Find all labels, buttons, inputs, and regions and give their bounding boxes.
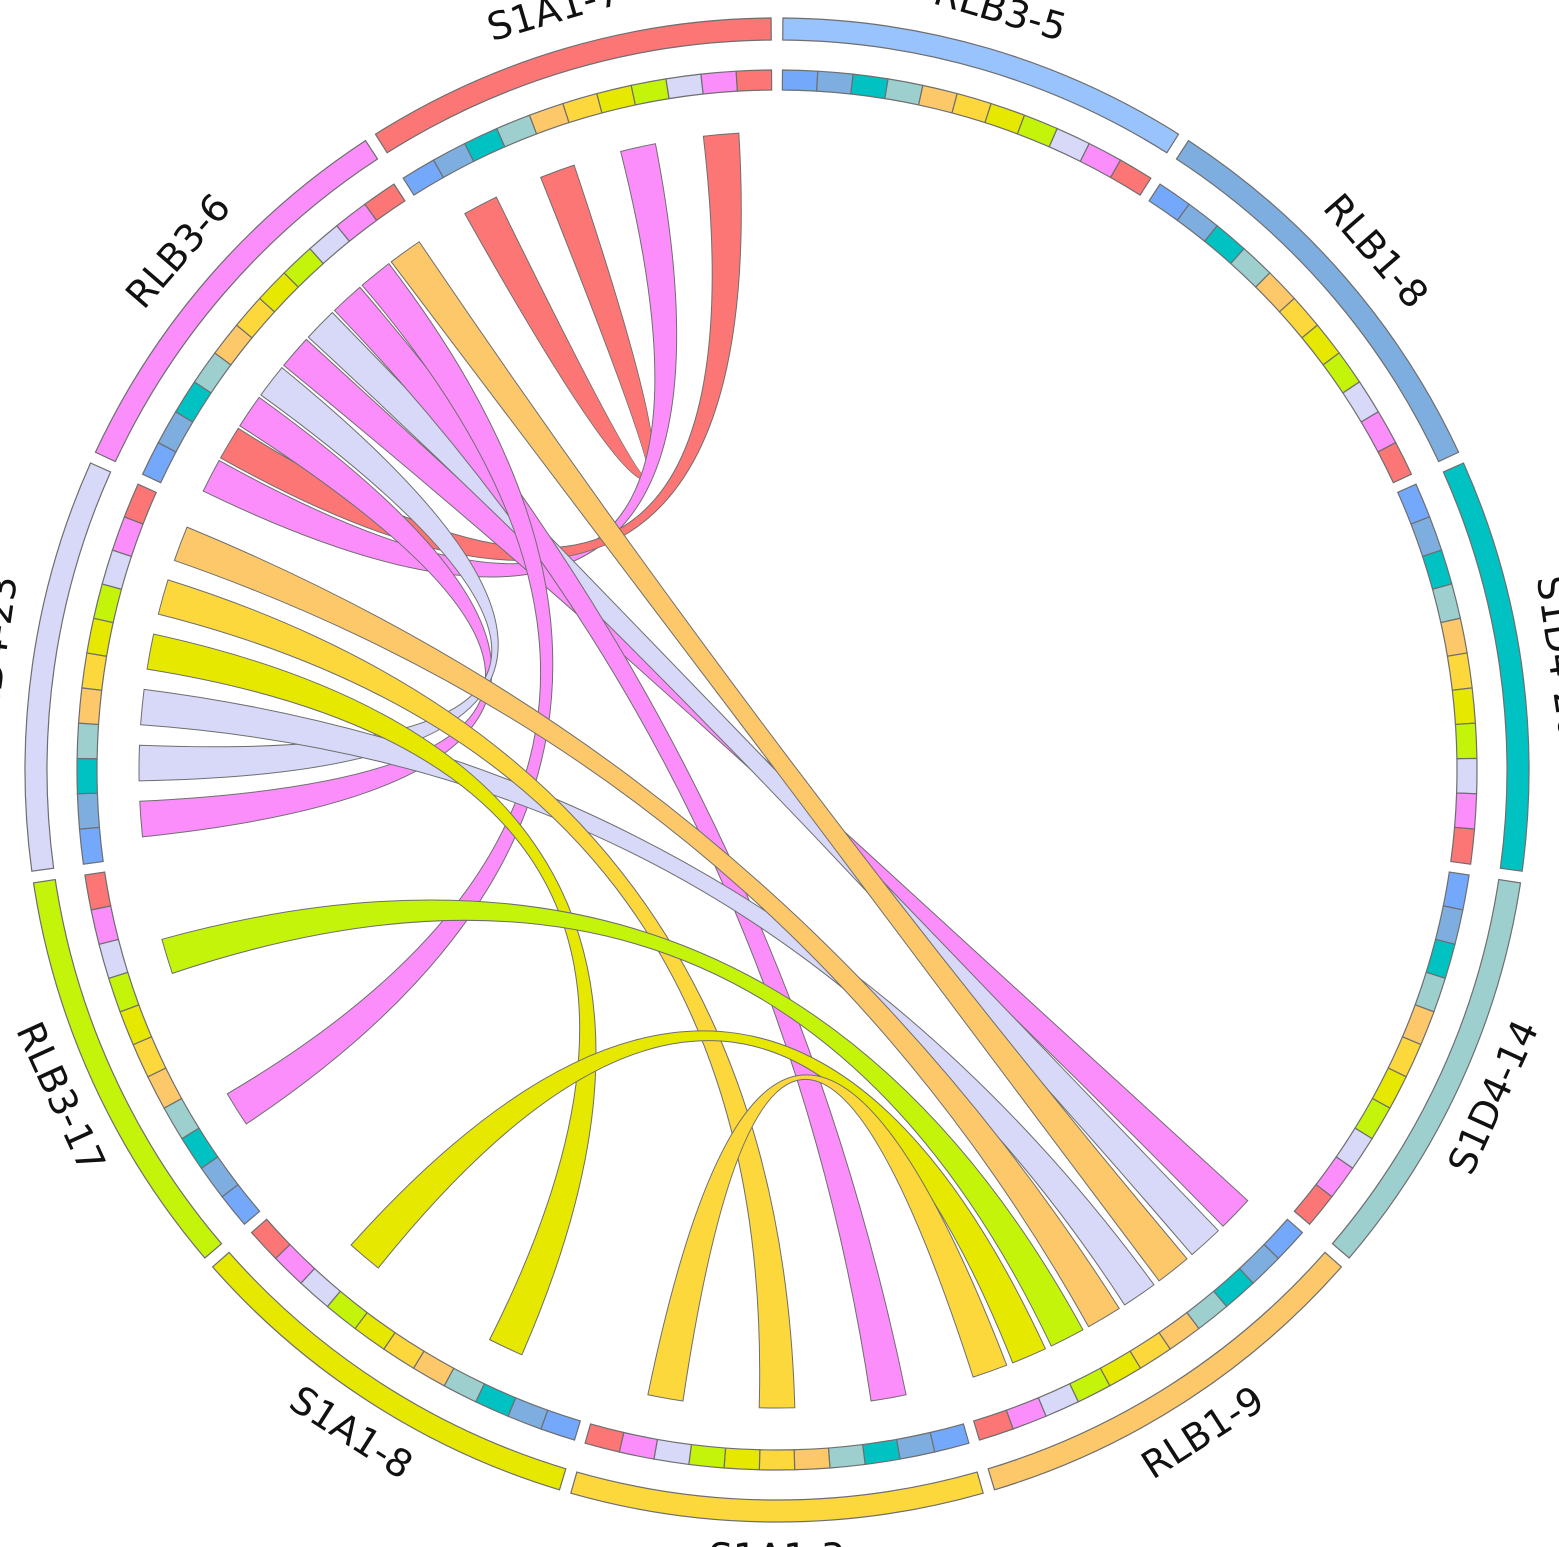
ribbon-s1d4-23-to-s1a1-3-13 (157, 579, 796, 1409)
segment-label-s1d4-20: S1D4-20 (1528, 573, 1559, 741)
track-cell-s1a1-7-8 (630, 78, 670, 106)
segment-label-s1a1-3: S1A1-3 (709, 1536, 845, 1547)
segment-arc-s1a1-3 (570, 1471, 984, 1523)
segment-arc-rlb1-9 (987, 1251, 1343, 1491)
track-cell-s1d4-23-1 (78, 826, 104, 865)
track-cell-s1d4-14-1 (1442, 871, 1470, 911)
ribbon-s1d4-23-to-rlb1-9-14 (173, 526, 1120, 1328)
ribbon-s1a1-3-to-rlb1-9-17 (647, 1074, 1008, 1402)
segment-arc-s1d4-14 (1331, 878, 1522, 1259)
track-cell-s1d4-20-3 (1421, 549, 1453, 590)
track-cell-rlb3-17-7 (119, 1004, 153, 1046)
track-cell-s1a1-3-10 (618, 1431, 659, 1460)
track-cell-s1d4-20-2 (1410, 516, 1443, 558)
outer-arc-layer (24, 17, 1530, 1523)
ribbon-s1a1-7-to-rlb3-6-2 (202, 143, 678, 578)
track-cell-rlb3-5-3 (850, 73, 889, 100)
track-cell-s1a1-3-11 (584, 1423, 625, 1453)
track-cell-s1a1-3-5 (793, 1447, 831, 1471)
track-cell-s1a1-7-5 (528, 102, 570, 135)
track-cell-s1a1-7-4 (495, 114, 538, 148)
track-cell-s1a1-7-9 (665, 73, 704, 100)
segment-label-s1d4-23: S1D4-23 (0, 573, 26, 741)
ribbon-rlb3-6-to-s1d4-23-5 (138, 366, 499, 782)
segment-label-rlb1-9: RLB1-9 (1134, 1377, 1272, 1487)
track-cell-rlb3-5-5 (917, 84, 958, 114)
track-cell-s1a1-7-11 (735, 69, 773, 92)
track-cell-s1d4-23-5 (77, 687, 103, 726)
segment-arc-s1d4-23 (24, 462, 112, 872)
track-cell-rlb3-5-11 (1109, 159, 1152, 196)
track-cell-s1a1-8-11 (250, 1218, 291, 1260)
track-cell-s1d4-23-3 (76, 757, 99, 795)
ribbon-s1d4-23-to-s1a1-8-12 (146, 633, 597, 1356)
segment-arc-s1a1-7 (374, 17, 772, 154)
track-cell-s1d4-20-5 (1440, 617, 1468, 657)
track-cell-s1a1-7-6 (562, 92, 603, 124)
track-cell-s1a1-3-6 (758, 1449, 796, 1471)
track-cell-s1d4-14-11 (1293, 1183, 1333, 1226)
inner-track-layer (76, 69, 1478, 1471)
track-cell-rlb1-9-11 (972, 1409, 1014, 1441)
ribbon-s1a1-7-to-s1a1-7-1 (464, 164, 655, 481)
ribbon-rlb3-6-to-s1d4-23-4 (139, 396, 493, 838)
track-cell-s1d4-20-10 (1453, 792, 1478, 830)
track-cell-s1d4-20-8 (1454, 722, 1478, 760)
track-cell-s1d4-14-3 (1425, 938, 1456, 980)
track-cell-rlb3-17-11 (84, 871, 112, 911)
segment-label-s1a1-8: S1A1-8 (282, 1377, 421, 1488)
track-cell-s1d4-20-7 (1451, 687, 1477, 726)
segment-arc-rlb3-5 (782, 17, 1180, 154)
segment-arc-s1d4-20 (1442, 462, 1530, 872)
ribbon-s1a1-7-to-rlb3-6-3 (219, 132, 742, 562)
segment-arc-rlb1-8 (1175, 139, 1460, 463)
ribbon-rlb3-6-to-s1a1-3-8 (333, 286, 907, 1402)
track-cell-s1a1-7-10 (700, 70, 738, 95)
track-cell-s1a1-3-9 (653, 1438, 693, 1466)
track-cell-s1d4-23-11 (123, 483, 158, 525)
track-cell-s1d4-20-6 (1446, 652, 1473, 691)
track-cell-s1d4-14-2 (1434, 905, 1464, 946)
track-cell-s1a1-3-2 (895, 1431, 936, 1460)
ribbons-layer (138, 132, 1249, 1409)
ribbon-rlb3-6-to-rlb1-9-10 (390, 241, 1188, 1282)
track-cell-rlb3-5-4 (884, 78, 924, 106)
track-cell-s1a1-3-7 (723, 1447, 761, 1471)
track-cell-s1a1-3-1 (929, 1423, 970, 1453)
track-cell-rlb3-5-1 (781, 69, 819, 92)
segment-arc-s1a1-8 (211, 1251, 567, 1491)
track-cell-s1d4-20-4 (1431, 583, 1462, 624)
track-cell-s1a1-3-4 (827, 1443, 866, 1469)
track-cell-s1d4-20-9 (1455, 757, 1478, 795)
track-cell-s1a1-3-3 (861, 1438, 901, 1466)
track-cell-rlb3-17-10 (90, 905, 120, 946)
track-cell-rlb3-17-9 (98, 938, 129, 980)
track-cell-s1d4-14-4 (1414, 971, 1447, 1013)
track-cell-rlb1-8-11 (1377, 441, 1413, 484)
track-cell-s1d4-23-7 (86, 617, 114, 657)
track-cell-s1d4-23-4 (76, 722, 100, 760)
track-cell-s1d4-23-6 (81, 652, 108, 691)
track-cell-rlb3-6-11 (364, 183, 406, 222)
track-cell-rlb3-5-2 (816, 70, 854, 95)
segment-arc-rlb3-17 (32, 878, 223, 1259)
track-cell-s1d4-20-11 (1450, 826, 1476, 865)
track-cell-s1a1-8-1 (540, 1409, 582, 1441)
track-cell-rlb3-17-8 (107, 971, 140, 1013)
track-cell-s1d4-23-2 (76, 792, 101, 830)
track-cell-s1a1-7-7 (596, 84, 637, 114)
track-cell-s1d4-23-9 (101, 549, 133, 590)
ribbon-rlb3-6-to-rlb1-9-7 (307, 311, 1220, 1256)
ribbon-rlb3-17-to-rlb1-9-15 (161, 899, 1084, 1347)
track-cell-s1a1-3-8 (688, 1443, 727, 1469)
segment-arc-rlb3-6 (94, 139, 379, 463)
track-cell-rlb1-9-10 (1005, 1396, 1047, 1430)
track-cell-rlb3-5-6 (951, 92, 992, 124)
track-cell-s1d4-23-8 (92, 583, 123, 624)
